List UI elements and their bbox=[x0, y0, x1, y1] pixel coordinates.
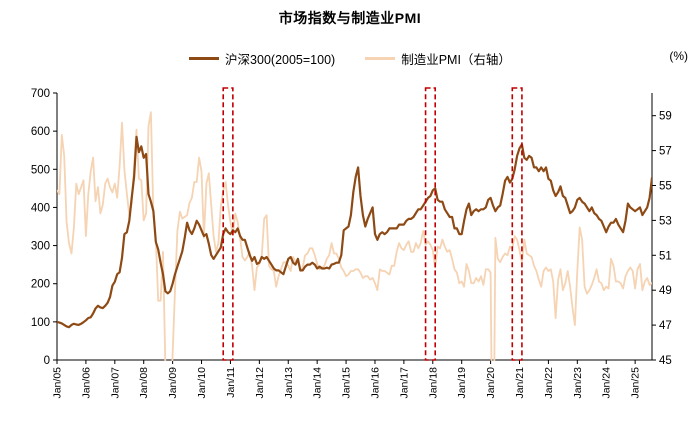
x-axis-tick-label: Jan/24 bbox=[601, 367, 613, 399]
x-axis-tick-label: Jan/18 bbox=[427, 367, 439, 399]
right-axis-tick-label: 55 bbox=[659, 180, 672, 192]
x-axis-tick-label: Jan/21 bbox=[514, 367, 526, 399]
right-axis-tick-label: 47 bbox=[659, 320, 672, 332]
right-axis-unit-label: (%) bbox=[669, 49, 688, 63]
x-axis-tick-label: Jan/17 bbox=[398, 367, 410, 399]
right-axis-tick-label: 53 bbox=[659, 215, 672, 227]
left-axis-tick-label: 100 bbox=[31, 317, 50, 329]
right-axis-tick-label: 51 bbox=[659, 250, 672, 262]
x-axis-tick-label: Jan/11 bbox=[225, 367, 237, 398]
highlight-box bbox=[222, 87, 234, 361]
left-axis-tick-label: 500 bbox=[31, 164, 50, 176]
x-axis-tick-label: Jan/20 bbox=[485, 367, 497, 399]
x-axis-tick-label: Jan/23 bbox=[572, 367, 584, 399]
highlight-box bbox=[511, 87, 523, 361]
highlight-box bbox=[424, 87, 436, 361]
left-axis-tick-label: 700 bbox=[31, 88, 50, 100]
csi300-line-swatch bbox=[189, 57, 220, 60]
left-axis-tick-label: 300 bbox=[31, 241, 50, 253]
x-axis-tick-label: Jan/16 bbox=[369, 367, 381, 399]
x-axis-tick-label: Jan/14 bbox=[312, 367, 324, 399]
pmi-line bbox=[57, 111, 652, 361]
x-axis-tick-label: Jan/19 bbox=[456, 367, 468, 399]
x-axis-tick-label: Jan/09 bbox=[167, 367, 179, 399]
left-axis-tick-label: 200 bbox=[31, 279, 50, 291]
x-axis-tick-label: Jan/22 bbox=[543, 367, 555, 399]
csi300-line bbox=[57, 135, 652, 329]
x-axis-tick-label: Jan/13 bbox=[283, 367, 295, 399]
left-axis-tick-label: 600 bbox=[31, 126, 50, 138]
right-axis-tick-label: 57 bbox=[659, 146, 672, 158]
right-axis-tick-label: 49 bbox=[659, 285, 672, 297]
x-axis-tick-label: Jan/05 bbox=[52, 367, 64, 399]
legend: 沪深300(2005=100) 制造业PMI（右轴） bbox=[0, 49, 700, 68]
legend-label-pmi: 制造业PMI（右轴） bbox=[401, 53, 511, 67]
left-axis-tick-label: 400 bbox=[31, 202, 50, 214]
right-axis-tick-label: 45 bbox=[659, 355, 672, 367]
x-axis-tick-label: Jan/10 bbox=[196, 367, 208, 399]
left-axis-tick-label: 0 bbox=[44, 355, 50, 367]
x-axis-tick-label: Jan/08 bbox=[138, 367, 150, 399]
legend-item-csi300: 沪深300(2005=100) bbox=[189, 49, 335, 68]
x-axis-tick-label: Jan/25 bbox=[630, 367, 642, 399]
x-axis-tick-label: Jan/06 bbox=[80, 367, 92, 399]
pmi-line-swatch bbox=[365, 57, 396, 60]
chart-title: 市场指数与制造业PMI bbox=[278, 10, 422, 26]
legend-label-csi300: 沪深300(2005=100) bbox=[225, 53, 336, 67]
right-axis-tick-label: 59 bbox=[659, 111, 672, 123]
x-axis-tick-label: Jan/07 bbox=[109, 367, 121, 399]
x-axis-tick-label: Jan/12 bbox=[254, 367, 266, 399]
x-axis-tick-label: Jan/15 bbox=[341, 367, 353, 399]
legend-item-pmi: 制造业PMI（右轴） bbox=[365, 49, 511, 68]
